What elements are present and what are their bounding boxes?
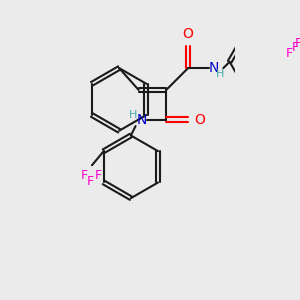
Text: F: F — [95, 169, 102, 182]
Text: F: F — [292, 41, 299, 54]
Text: F: F — [81, 169, 88, 182]
Text: H: H — [129, 110, 137, 120]
Text: O: O — [183, 27, 194, 40]
Text: F: F — [295, 37, 300, 50]
Text: F: F — [285, 46, 292, 59]
Text: F: F — [87, 175, 94, 188]
Text: O: O — [194, 113, 205, 127]
Text: N: N — [137, 113, 147, 127]
Text: H: H — [216, 69, 224, 79]
Text: N: N — [209, 61, 219, 75]
